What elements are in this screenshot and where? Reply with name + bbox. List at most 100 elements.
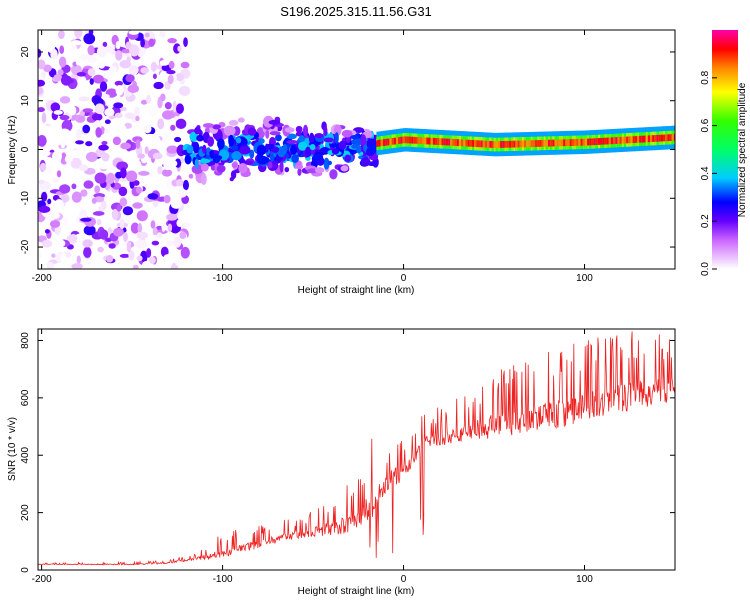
heatmap-cell: [63, 86, 71, 94]
heatmap-cell: [587, 138, 591, 146]
heatmap-cell: [435, 138, 439, 145]
heatmap-cell: [82, 108, 94, 113]
heatmap-cell: [53, 74, 63, 81]
heatmap-cell: [166, 145, 179, 154]
heatmap-cell: [162, 110, 174, 120]
heatmap-cell: [334, 132, 339, 144]
heatmap-cell: [454, 139, 458, 146]
heatmap-cell: [491, 141, 495, 148]
heatmap-cell: [217, 138, 225, 150]
heatmap-cell: [128, 250, 135, 261]
heatmap-cell: [600, 137, 604, 145]
heatmap-cell: [80, 189, 88, 197]
heatmap-cell: [58, 128, 71, 138]
heatmap-cell: [91, 113, 103, 122]
heatmap-cell: [194, 158, 199, 169]
heatmap-cell: [419, 137, 423, 145]
heatmap-cell: [641, 135, 645, 143]
heatmap-cell: [141, 260, 151, 269]
heatmap-cell: [610, 137, 614, 145]
heatmap-cell: [101, 140, 108, 146]
heatmap-cell: [658, 134, 662, 142]
heatmap-cell: [38, 59, 46, 70]
heatmap-cell: [137, 170, 150, 176]
heatmap-cell: [144, 32, 150, 38]
heatmap-cell: [279, 160, 284, 173]
heatmap-cell: [136, 231, 149, 240]
heatmap-cell: [135, 115, 140, 122]
heatmap-cell: [353, 127, 365, 133]
chart-title: S196.2025.315.11.56.G31: [280, 4, 432, 19]
heatmap-cell: [107, 67, 113, 80]
heatmap-cell: [146, 248, 152, 258]
heatmap-cell: [132, 136, 143, 143]
heatmap-cell: [122, 206, 134, 216]
heatmap-cell: [84, 83, 90, 92]
heatmap-cell: [85, 141, 93, 147]
heatmap-cell: [154, 247, 163, 258]
heatmap-cell: [148, 256, 156, 264]
heatmap-cell: [589, 138, 593, 146]
heatmap-cell: [159, 183, 164, 190]
heatmap-cell: [115, 50, 123, 61]
heatmap-cell: [463, 139, 467, 147]
heatmap-cell: [147, 49, 157, 56]
heatmap-cell: [452, 138, 456, 146]
heatmap-cell: [56, 170, 62, 178]
heatmap-cell: [172, 100, 177, 113]
heatmap-cell: [59, 45, 65, 54]
heatmap-cell: [170, 200, 182, 209]
heatmap-cell: [269, 152, 275, 162]
heatmap-cell: [465, 139, 469, 147]
heatmap-cell: [565, 139, 569, 147]
heatmap-cell: [513, 140, 517, 148]
heatmap-cell: [99, 81, 108, 92]
heatmap-cell: [115, 41, 121, 50]
heatmap-cell: [127, 84, 140, 93]
heatmap-cell: [667, 134, 671, 142]
heatmap-cell: [160, 93, 166, 102]
heatmap-cell: [67, 105, 77, 116]
heatmap-cell: [504, 140, 508, 148]
colorbar-ticks: 0.0 0.2 0.4 0.6 0.8: [700, 70, 717, 276]
heatmap-cell: [130, 222, 140, 234]
heatmap-cell: [173, 236, 182, 248]
heatmap-cell: [284, 127, 295, 133]
x-tick-label: -200: [32, 273, 52, 284]
heatmap-cell: [50, 48, 58, 60]
heatmap-cell: [448, 138, 452, 146]
heatmap-cell: [78, 164, 89, 172]
heatmap-cell: [60, 194, 70, 203]
heatmap-cell: [308, 132, 315, 145]
heatmap-cell: [340, 165, 349, 172]
heatmap-cell: [49, 212, 60, 219]
heatmap-cell: [54, 225, 61, 236]
heatmap-cell: [506, 140, 510, 148]
heatmap-cell: [189, 131, 199, 142]
heatmap-cell: [170, 124, 176, 131]
heatmap-cell: [626, 136, 630, 144]
heatmap-cell: [71, 263, 83, 269]
heatmap-cell: [133, 153, 138, 160]
heatmap-cell: [495, 141, 499, 148]
heatmap-cell: [295, 131, 302, 137]
heatmap-cell: [530, 140, 534, 148]
heatmap-cell: [263, 115, 274, 128]
heatmap-cell: [547, 139, 551, 147]
heatmap-cell: [445, 138, 449, 146]
heatmap-cell: [378, 139, 382, 147]
snr-axes: -200 -100 0 100 0 200 400 600 800: [20, 329, 675, 585]
heatmap-cell: [554, 139, 558, 147]
heatmap-cell: [582, 138, 586, 146]
heatmap-cell: [140, 67, 150, 74]
heatmap-cell: [70, 40, 82, 46]
snr-background: [38, 329, 675, 570]
heatmap-cell: [196, 134, 204, 142]
heatmap-cell: [650, 135, 654, 143]
heatmap-cell: [38, 79, 46, 87]
heatmap-cell: [150, 220, 156, 229]
y-tick-label: 0: [20, 567, 31, 573]
y-tick-label: 200: [20, 504, 31, 521]
heatmap-cell: [146, 94, 151, 104]
heatmap-cell: [59, 96, 71, 104]
